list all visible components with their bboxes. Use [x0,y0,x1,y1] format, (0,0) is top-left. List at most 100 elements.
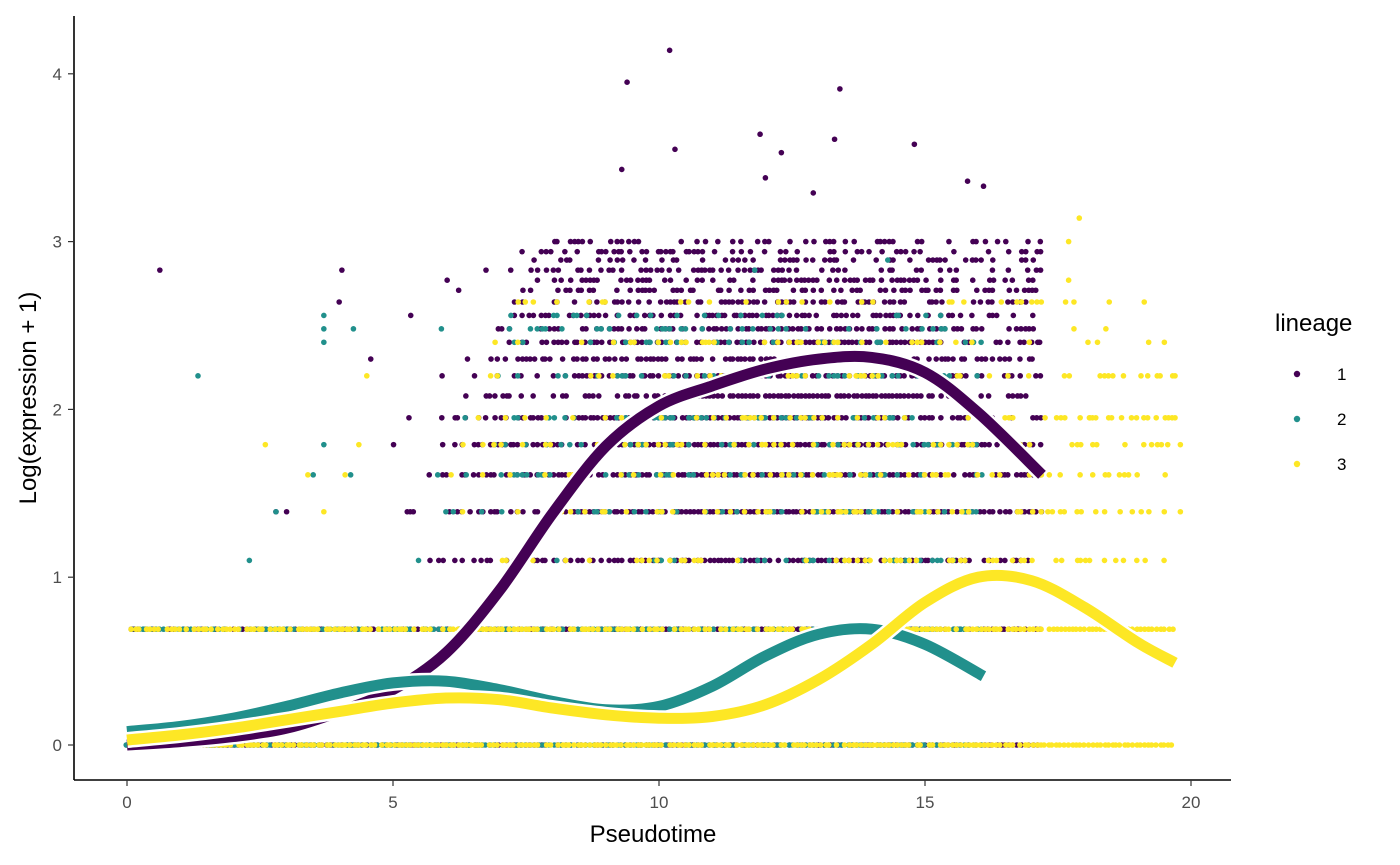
data-point [869,373,875,379]
data-point [658,248,664,255]
data-point [1005,339,1011,346]
data-point [618,166,625,173]
data-point [578,312,584,319]
data-point [669,441,676,448]
data-point [627,441,634,448]
data-point [894,441,901,448]
data-point [786,339,793,346]
data-point [586,557,593,564]
data-point [866,339,873,346]
data-point [643,267,649,273]
data-point [662,441,669,448]
data-point [164,626,171,633]
data-point [873,393,879,399]
data-point [953,742,960,748]
data-point [921,742,927,748]
data-point [902,441,909,448]
data-point [653,472,660,478]
data-point [926,339,932,346]
data-point [891,287,897,294]
data-point [690,287,696,294]
data-point [618,508,625,515]
data-point [718,299,725,305]
data-point [846,557,852,564]
data-point [754,393,761,399]
data-point [826,373,832,379]
data-point [638,742,645,748]
data-point [614,287,620,294]
data-point [933,472,939,478]
data-point [667,277,674,283]
y-axis-ticks: 0 1 2 3 4 [53,65,74,755]
data-point [726,339,732,346]
data-point [831,287,837,294]
data-point [739,339,746,346]
data-point [751,267,758,273]
data-point [691,626,698,633]
data-point [838,287,844,294]
data-point [510,742,516,748]
data-point [819,267,825,273]
data-point [627,277,634,283]
data-point [1058,557,1065,564]
data-point [857,287,863,294]
data-point [183,626,190,633]
data-point [250,742,257,748]
data-point [659,257,665,263]
data-point [610,267,616,273]
data-point [631,257,637,263]
data-point [655,373,662,379]
data-point [1078,508,1084,515]
data-point [718,326,725,332]
data-point [899,326,905,332]
data-point [1054,626,1061,633]
data-point [559,626,566,633]
data-point [639,339,645,346]
data-point [786,267,792,273]
data-point [759,472,766,478]
data-point [658,557,665,564]
data-point [1038,414,1044,421]
data-point [735,267,741,273]
data-point [1021,626,1028,633]
data-point [227,626,233,633]
data-point [762,287,769,294]
data-point [1157,373,1163,379]
data-point [835,339,841,346]
data-point [985,742,991,748]
data-point [478,557,484,564]
data-point [303,742,310,748]
data-point [959,508,965,515]
data-point [1085,742,1092,748]
data-point [723,414,730,421]
data-point [862,472,869,478]
data-point [925,557,931,564]
data-point [1002,508,1009,515]
data-point [802,326,809,332]
data-point [905,472,912,478]
data-point [834,299,841,305]
data-point [527,356,533,362]
data-point [954,287,960,294]
data-point [746,441,752,448]
data-point [515,299,521,305]
data-point [842,508,849,515]
data-point [830,472,836,478]
data-point [618,414,625,421]
data-point [611,356,618,362]
data-point [866,248,872,255]
data-point [1122,441,1128,448]
data-point [1101,508,1108,515]
data-point [679,414,686,421]
data-point [989,257,996,263]
data-point [929,626,936,633]
data-point [619,557,625,564]
data-point [787,277,793,283]
data-point [356,441,362,448]
data-point [985,393,992,399]
data-point [519,742,526,748]
y-tick-label: 0 [53,736,62,755]
data-point [595,472,602,478]
data-point [1005,299,1011,305]
x-tick-label: 20 [1182,793,1201,812]
